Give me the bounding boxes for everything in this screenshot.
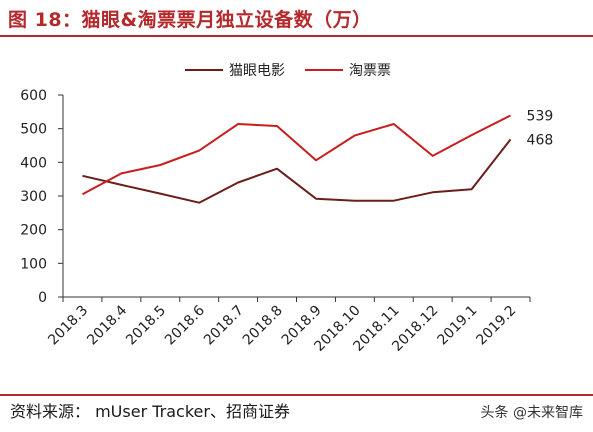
y-tick-label: 600 bbox=[20, 88, 47, 104]
y-tick-label: 400 bbox=[20, 155, 47, 171]
chart-legend: 猫眼电影 淘票票 bbox=[185, 63, 391, 79]
series-line-1 bbox=[82, 138, 512, 204]
x-tick-label: 2018.6 bbox=[162, 302, 208, 348]
end-value-label: 468 bbox=[527, 132, 554, 148]
line-chart: 猫眼电影 淘票票 01002003004005006002018.32018.42… bbox=[20, 63, 554, 355]
x-tick-label: 2019.1 bbox=[434, 303, 480, 349]
x-tick-label: 2018.5 bbox=[123, 303, 169, 349]
title-divider bbox=[0, 35, 593, 37]
y-tick-label: 200 bbox=[20, 223, 47, 239]
source-note: 资料来源： mUser Tracker、招商证券 bbox=[10, 402, 290, 421]
y-tick-label: 300 bbox=[20, 189, 47, 205]
watermark: 头条 @未来智库 bbox=[480, 405, 583, 421]
series-line-2 bbox=[82, 114, 511, 196]
y-tick-label: 500 bbox=[20, 122, 47, 138]
chart-title: 图 18：猫眼&淘票票月独立设备数（万） bbox=[8, 9, 372, 31]
source-divider bbox=[0, 394, 593, 396]
chart-axes: 01002003004005006002018.32018.42018.5201… bbox=[20, 88, 531, 355]
x-tick-label: 2018.4 bbox=[84, 302, 130, 348]
x-tick-label: 2018.8 bbox=[240, 303, 286, 349]
y-tick-label: 0 bbox=[38, 290, 47, 306]
legend-label: 淘票票 bbox=[349, 63, 391, 79]
x-tick-label: 2018.3 bbox=[45, 303, 91, 349]
end-value-label: 539 bbox=[527, 109, 554, 125]
x-tick-label: 2018.7 bbox=[201, 303, 247, 349]
chart-series bbox=[82, 114, 512, 204]
legend-label: 猫眼电影 bbox=[229, 63, 285, 79]
x-tick-label: 2019.2 bbox=[473, 303, 519, 349]
y-tick-label: 100 bbox=[20, 256, 47, 272]
